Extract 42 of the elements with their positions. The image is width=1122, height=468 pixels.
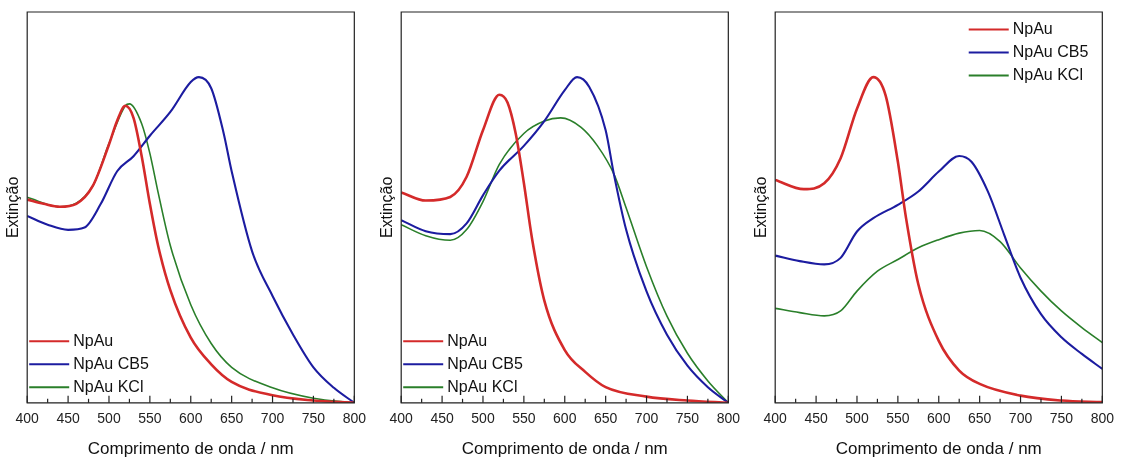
y-axis-title: Extinção <box>378 176 396 239</box>
x-tick-label: 450 <box>430 410 454 427</box>
legend-label: NpAu CB5 <box>447 354 523 372</box>
x-tick-label: 800 <box>1090 410 1115 427</box>
legend-label: NpAu CB5 <box>1012 42 1089 60</box>
x-tick-label: 550 <box>512 410 536 427</box>
x-tick-label: 800 <box>716 410 741 427</box>
y-axis-title: Extinção <box>4 176 22 239</box>
legend-label: NpAu <box>447 331 488 349</box>
x-tick-label: 450 <box>56 410 80 427</box>
x-tick-label: 650 <box>593 410 618 427</box>
x-tick-label: 550 <box>138 410 162 427</box>
legend-label: NpAu <box>73 331 114 349</box>
x-tick-label: 500 <box>97 410 121 427</box>
x-axis-title: Comprimento de onda / nm <box>835 439 1042 459</box>
legend-label: NpAu KCl <box>1012 65 1083 83</box>
x-tick-label: 750 <box>675 410 700 427</box>
x-tick-label: 700 <box>260 410 285 427</box>
legend-label: NpAu KCl <box>73 377 144 395</box>
x-tick-label: 400 <box>763 410 788 427</box>
x-tick-label: 650 <box>967 410 992 427</box>
x-tick-label: 800 <box>342 410 367 427</box>
x-tick-label: 750 <box>301 410 326 427</box>
x-tick-label: 600 <box>553 410 577 427</box>
x-axis-title: Comprimento de onda / nm <box>87 439 294 459</box>
y-axis-title: Extinção <box>752 176 770 239</box>
x-tick-label: 550 <box>886 410 910 427</box>
x-tick-label: 650 <box>219 410 244 427</box>
x-axis-title: Comprimento de onda / nm <box>461 439 668 459</box>
x-tick-label: 500 <box>845 410 869 427</box>
legend-label: NpAu CB5 <box>73 354 149 372</box>
x-tick-label: 400 <box>389 410 414 427</box>
x-tick-label: 750 <box>1049 410 1074 427</box>
x-tick-label: 400 <box>15 410 40 427</box>
x-tick-label: 450 <box>804 410 828 427</box>
legend-label: NpAu KCl <box>447 377 518 395</box>
x-tick-label: 600 <box>927 410 951 427</box>
x-tick-label: 600 <box>179 410 203 427</box>
legend-label: NpAu <box>1012 19 1053 37</box>
x-tick-label: 500 <box>471 410 495 427</box>
x-tick-label: 700 <box>1008 410 1033 427</box>
x-tick-label: 700 <box>634 410 659 427</box>
